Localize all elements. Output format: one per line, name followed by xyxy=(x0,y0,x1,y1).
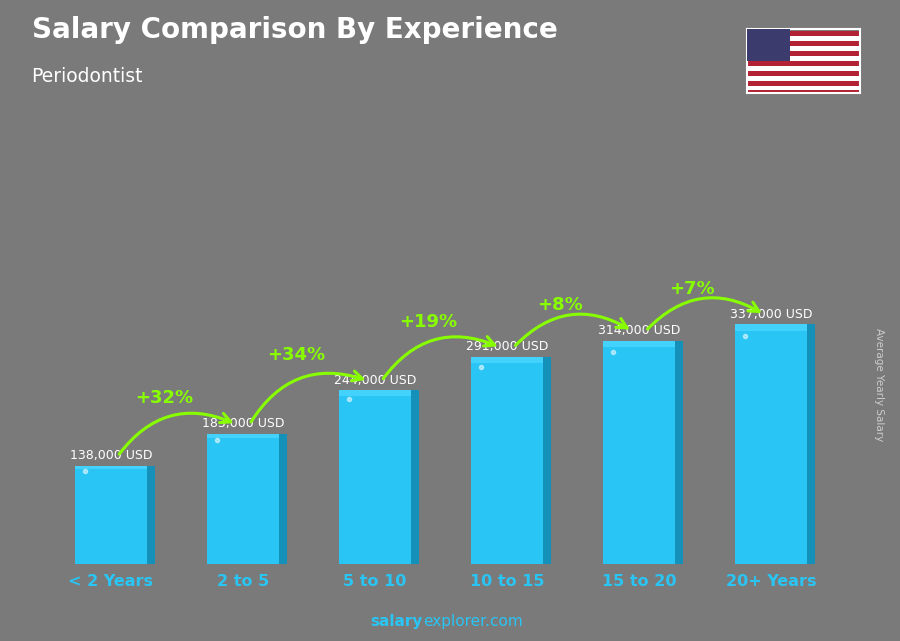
Text: +8%: +8% xyxy=(537,296,582,314)
Text: 337,000 USD: 337,000 USD xyxy=(730,308,812,320)
Bar xyxy=(207,434,279,564)
Bar xyxy=(747,71,860,76)
Bar xyxy=(747,61,860,66)
Bar xyxy=(734,324,807,331)
Text: Salary Comparison By Experience: Salary Comparison By Experience xyxy=(32,16,557,44)
Polygon shape xyxy=(544,357,551,564)
Bar xyxy=(747,41,860,46)
Bar xyxy=(747,85,860,90)
Bar xyxy=(471,357,544,564)
Polygon shape xyxy=(675,340,683,564)
Text: +32%: +32% xyxy=(135,390,193,408)
Bar xyxy=(747,81,860,85)
Bar xyxy=(747,90,860,96)
Text: +19%: +19% xyxy=(399,313,457,331)
Bar xyxy=(734,324,807,564)
Polygon shape xyxy=(807,324,815,564)
Text: Average Yearly Salary: Average Yearly Salary xyxy=(874,328,884,441)
Bar xyxy=(75,466,148,564)
Bar xyxy=(747,46,860,51)
Text: 138,000 USD: 138,000 USD xyxy=(70,449,152,462)
Text: explorer.com: explorer.com xyxy=(423,615,523,629)
Text: salary: salary xyxy=(371,615,423,629)
Polygon shape xyxy=(411,390,419,564)
Bar xyxy=(471,357,544,363)
Bar xyxy=(747,51,860,56)
Polygon shape xyxy=(148,466,155,564)
Polygon shape xyxy=(279,434,287,564)
Text: 244,000 USD: 244,000 USD xyxy=(334,374,416,387)
Bar xyxy=(747,56,860,61)
Bar xyxy=(603,340,675,564)
Text: 314,000 USD: 314,000 USD xyxy=(598,324,680,337)
Bar xyxy=(747,29,790,61)
Bar xyxy=(603,340,675,347)
Text: +34%: +34% xyxy=(266,346,325,364)
Bar xyxy=(747,76,860,81)
Bar xyxy=(747,31,860,37)
Bar xyxy=(207,434,279,438)
Text: +7%: +7% xyxy=(669,280,715,298)
Bar xyxy=(75,466,148,469)
Text: 183,000 USD: 183,000 USD xyxy=(202,417,284,430)
Bar xyxy=(747,66,860,71)
Text: 291,000 USD: 291,000 USD xyxy=(466,340,548,353)
Text: Periodontist: Periodontist xyxy=(32,67,143,87)
Bar xyxy=(747,37,860,41)
Bar xyxy=(338,390,411,564)
Bar xyxy=(338,390,411,395)
